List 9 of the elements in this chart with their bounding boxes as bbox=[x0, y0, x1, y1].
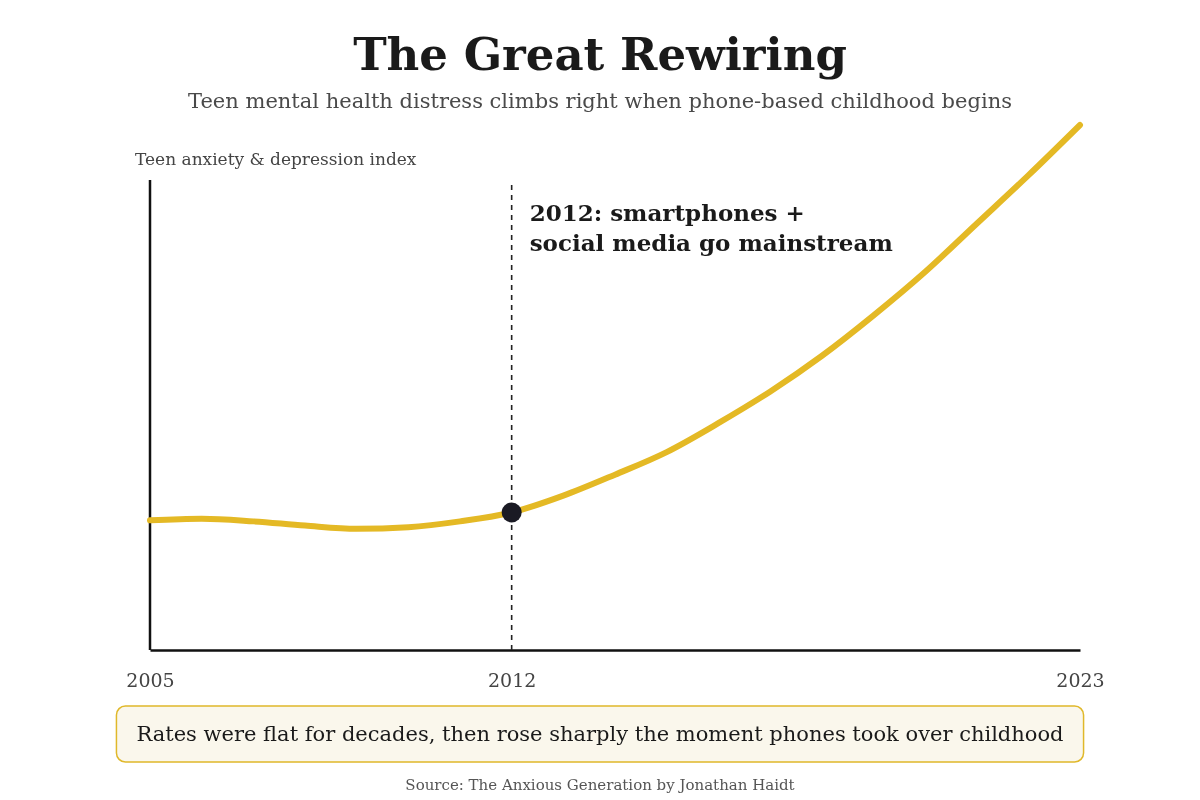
text: Rates were flat for decades, then rose sharply the moment phones took over childhood bbox=[136, 722, 1064, 746]
y-axis-title: Teen anxiety & depression index bbox=[135, 149, 417, 169]
chart-subtitle: Teen mental health distress climbs right when phone-based childhood begins bbox=[188, 89, 1012, 113]
source-note: Source: The Anxious Generation by Jonathan Haidt bbox=[405, 776, 795, 794]
chart-title: The Great Rewiring bbox=[353, 28, 847, 81]
x-tick-label: 2005 bbox=[126, 669, 175, 692]
x-tick-label: 2023 bbox=[1056, 669, 1105, 692]
x-tick-label: 2012 bbox=[487, 669, 537, 692]
ref-line-label: 2012: smartphones + social media go mainstream bbox=[529, 199, 893, 256]
